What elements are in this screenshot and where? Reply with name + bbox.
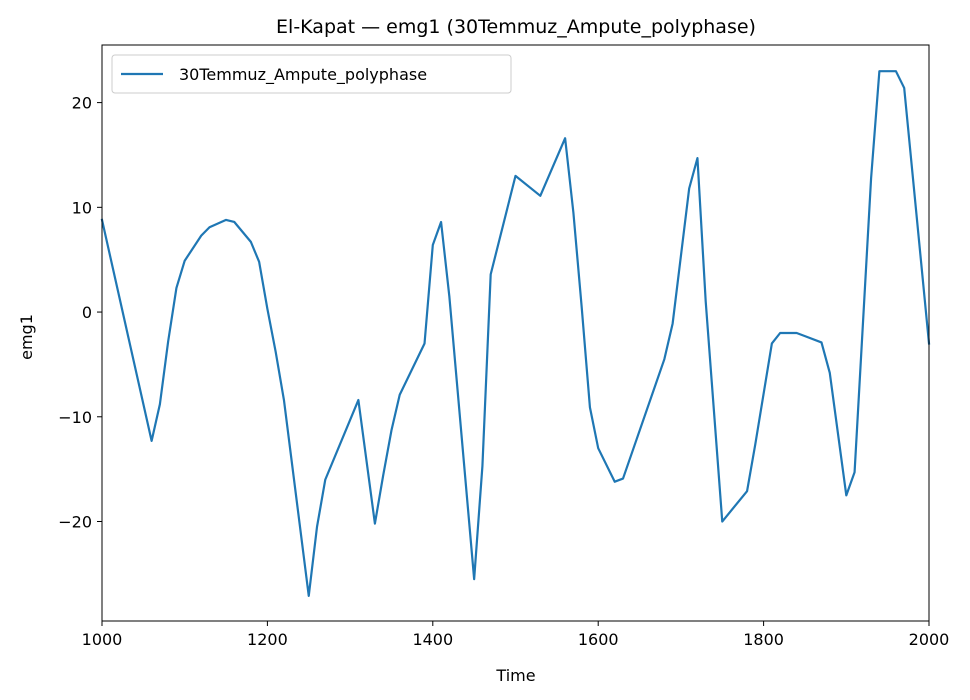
plot-area: [100, 70, 931, 597]
legend: 30Temmuz_Ampute_polyphase: [111, 54, 512, 94]
y-tick-label: −10: [58, 408, 92, 427]
y-tick-label: −20: [58, 513, 92, 532]
chart-title: El-Kapat — emg1 (30Temmuz_Ampute_polypha…: [276, 16, 756, 38]
x-tick-label: 1200: [247, 630, 288, 649]
x-tick-label: 2000: [909, 630, 950, 649]
axes: 1000 1200 1400 1600 1800 2000 −20 −10 0 10 20: [58, 44, 950, 649]
legend-label-series-1: 30Temmuz_Ampute_polyphase: [179, 65, 427, 85]
y-tick-label: 20: [72, 94, 92, 113]
plot-frame: [101, 44, 930, 622]
x-tick-label: 1400: [412, 630, 453, 649]
x-axis-title: Time: [495, 666, 535, 685]
legend-frame: [111, 54, 512, 94]
y-axis-title: emg1: [17, 314, 36, 360]
x-tick-label: 1600: [578, 630, 619, 649]
y-tick-label: 0: [82, 303, 92, 322]
x-tick-label: 1800: [743, 630, 784, 649]
x-tick-label: 1000: [82, 630, 123, 649]
series-line-1: [100, 70, 931, 597]
y-tick-label: 10: [72, 198, 92, 217]
